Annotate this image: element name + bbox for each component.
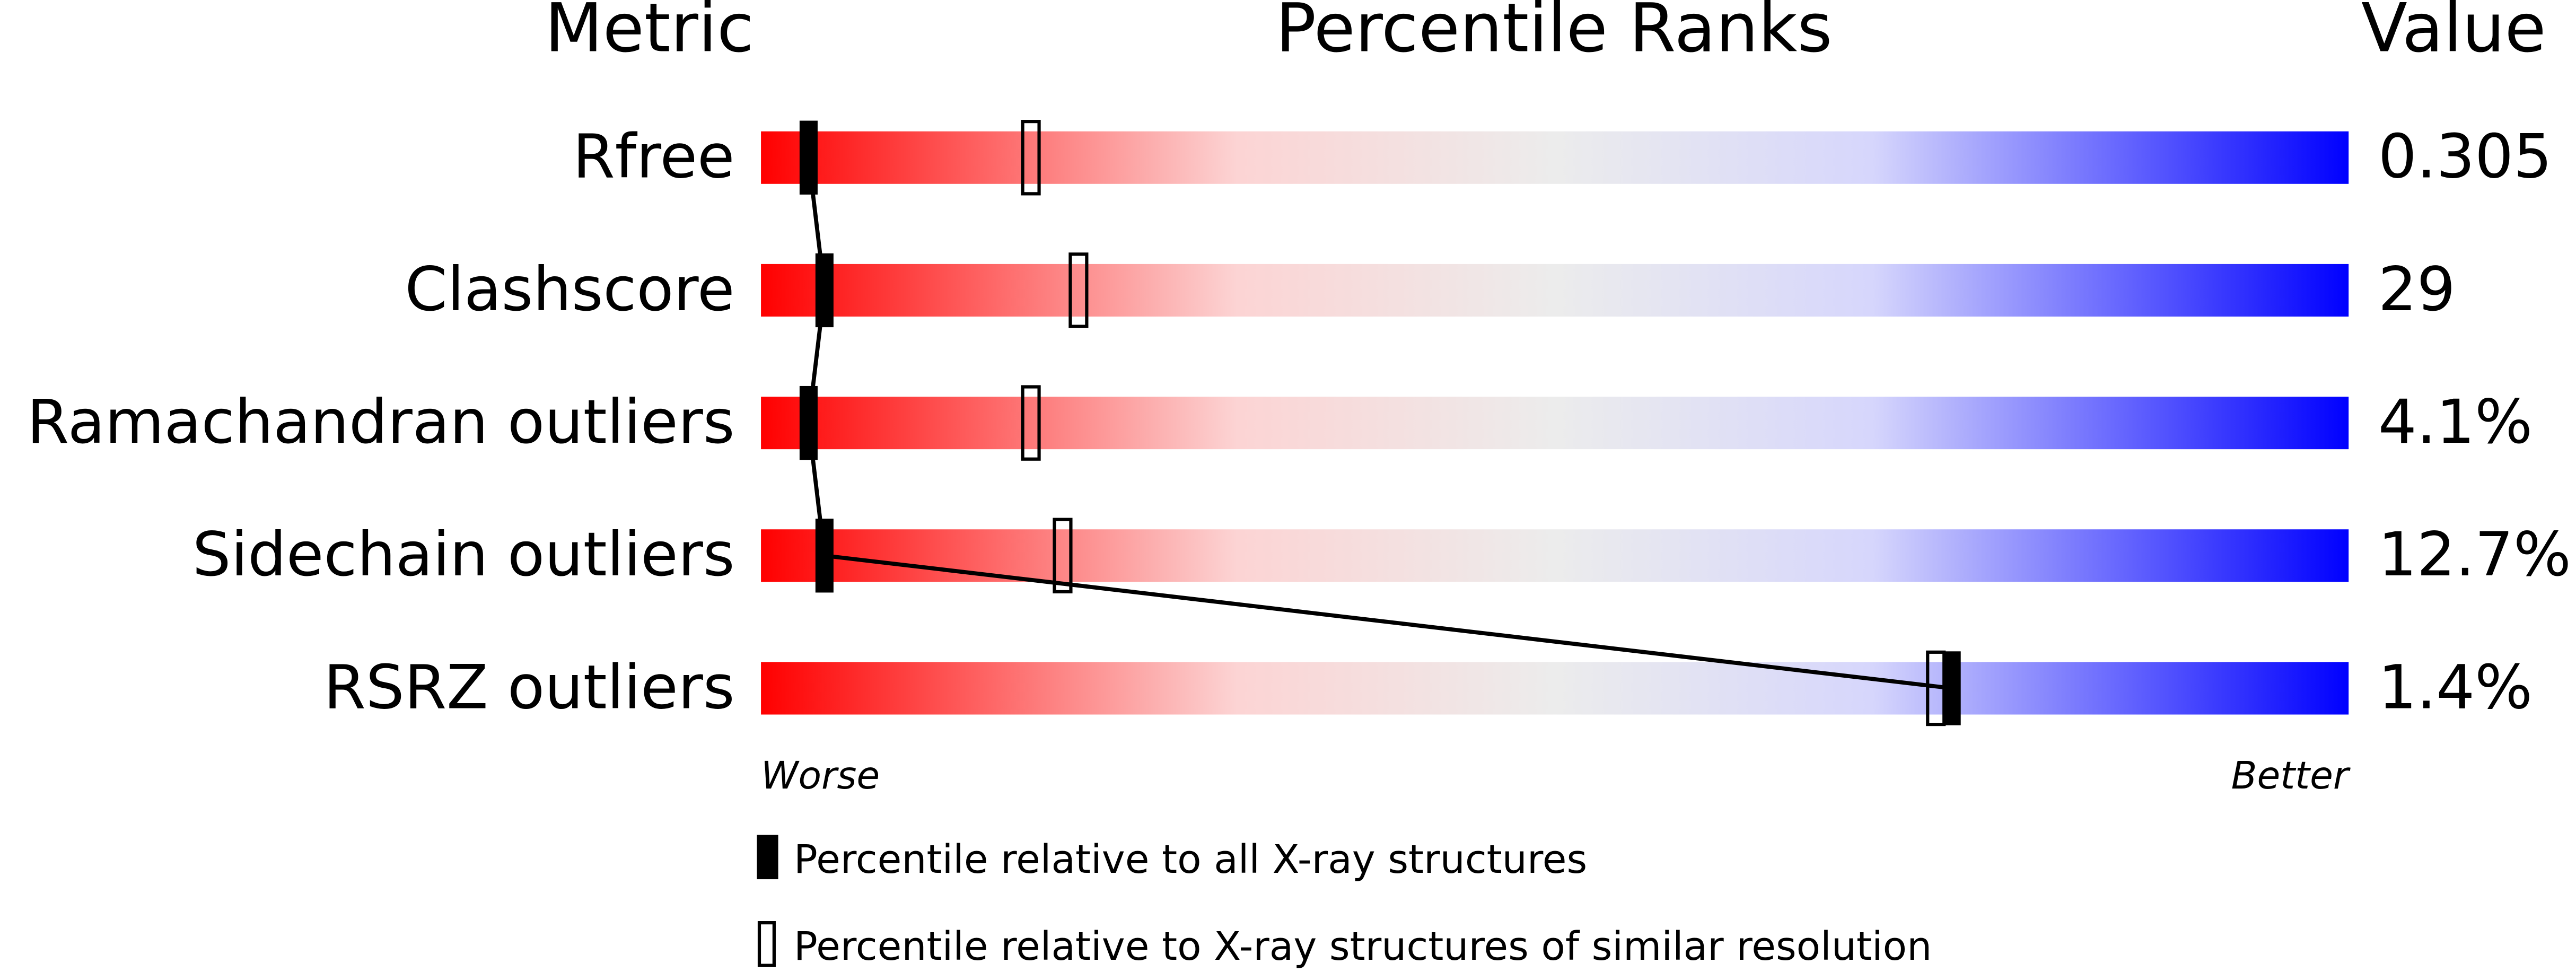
legend-swatch (757, 835, 778, 880)
value-header: Value (2361, 0, 2546, 67)
percentile-bar (761, 529, 2349, 582)
open-marker (1926, 650, 1946, 726)
better-label: Better (2231, 754, 2351, 798)
metric-label: Clashscore (405, 255, 734, 325)
open-marker (1053, 518, 1073, 593)
percentile-bar (761, 662, 2349, 715)
filled-marker (799, 386, 818, 460)
percentile-bar (761, 397, 2349, 450)
metric-value: 4.1% (2378, 387, 2533, 458)
legend-label: Percentile relative to X-ray structures … (794, 923, 1932, 969)
worse-label: Worse (761, 754, 880, 798)
metric-label: Rfree (573, 122, 734, 192)
open-marker (1021, 385, 1041, 461)
metric-label: Sidechain outliers (192, 520, 735, 590)
percentile-bar (761, 131, 2349, 184)
open-marker (1068, 252, 1089, 328)
open-marker (1021, 120, 1041, 196)
filled-marker (1942, 651, 1961, 725)
metric-value: 12.7% (2378, 520, 2571, 590)
metric-header: Metric (545, 0, 754, 67)
legend-swatch (757, 921, 776, 967)
filled-marker (799, 120, 818, 195)
metric-label: Ramachandran outliers (27, 387, 735, 458)
filled-marker (815, 253, 834, 328)
metric-value: 29 (2378, 255, 2456, 325)
filled-marker (815, 519, 834, 593)
percentile-bar (761, 264, 2349, 317)
metric-value: 1.4% (2378, 652, 2533, 723)
legend-label: Percentile relative to all X-ray structu… (794, 836, 1587, 882)
metric-value: 0.305 (2378, 122, 2552, 192)
chart-title: Percentile Ranks (1276, 0, 1833, 67)
metric-label: RSRZ outliers (323, 652, 734, 723)
